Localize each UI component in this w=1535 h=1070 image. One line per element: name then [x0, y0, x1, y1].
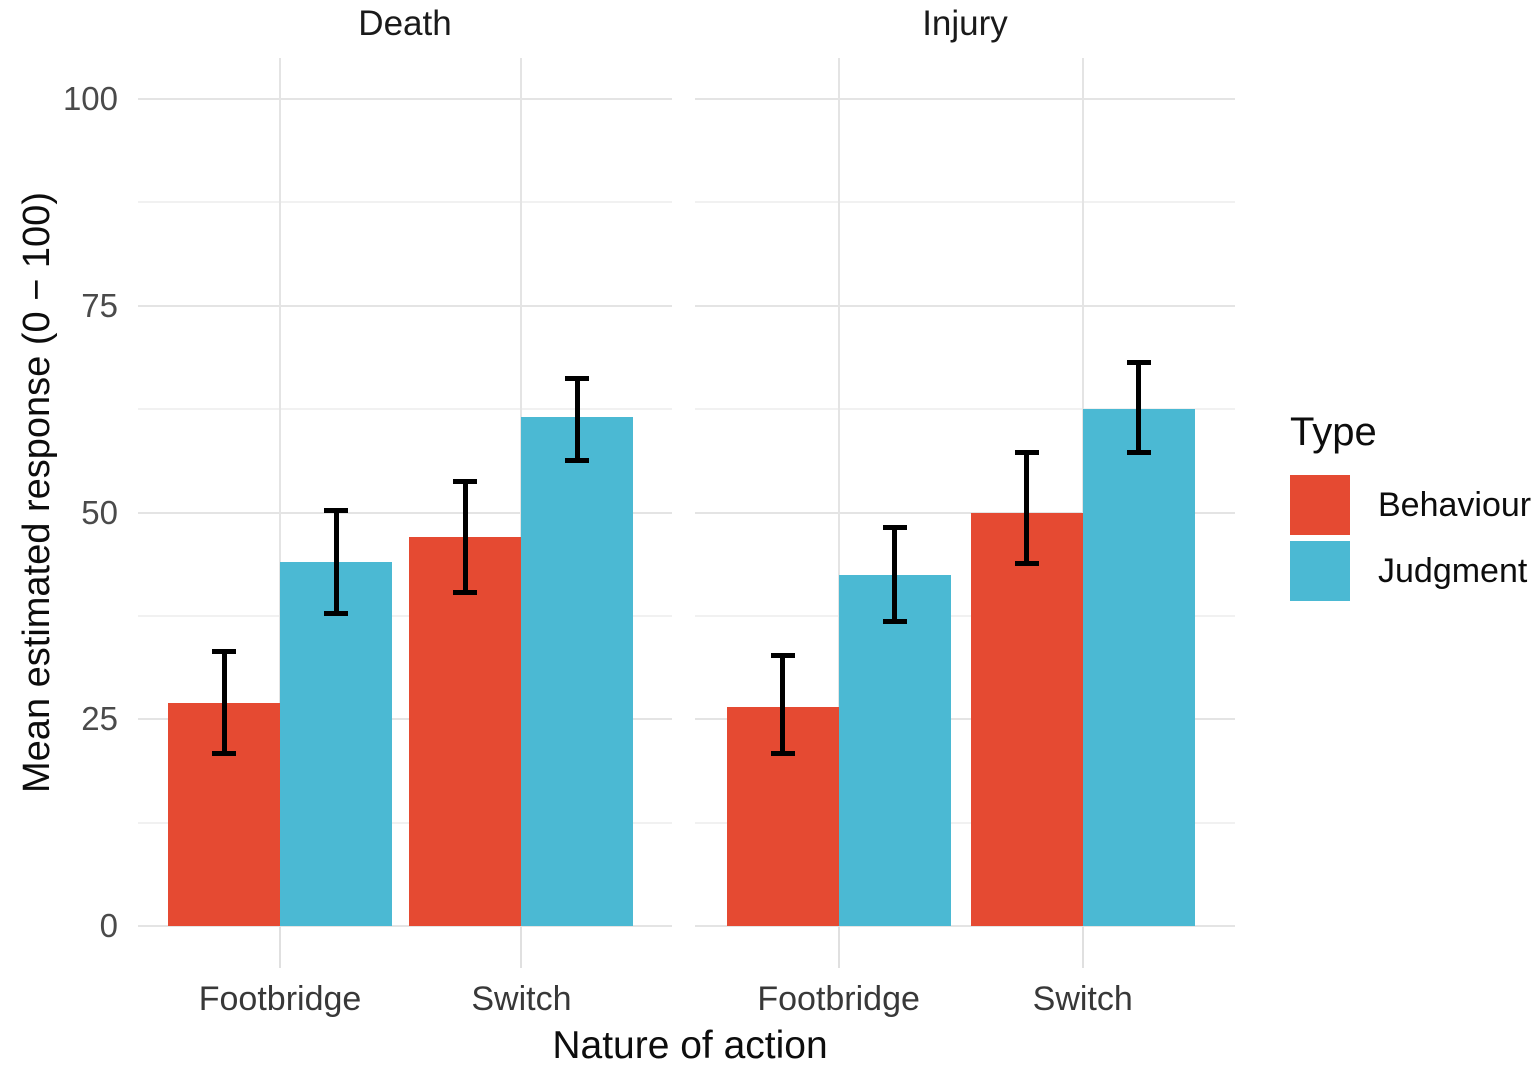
errorbar-death-footbridge-behaviour [212, 648, 237, 757]
gridline-major [138, 304, 672, 307]
bar-death-footbridge-judgment [280, 562, 393, 926]
y-tick-label-25: 25 [81, 700, 118, 738]
x-tick-injury-switch [1081, 926, 1084, 968]
x-category-label-death-footbridge: Footbridge [198, 980, 362, 1018]
y-tick-label-75: 75 [81, 286, 118, 324]
legend-entry-judgment: Judgment [1290, 541, 1531, 601]
x-category-label-death-switch: Switch [471, 980, 572, 1018]
errorbar-line [462, 479, 468, 596]
errorbar-line [892, 524, 898, 625]
x-category-label-injury-footbridge: Footbridge [757, 980, 920, 1018]
bar-death-switch-judgment [521, 417, 634, 926]
errorbar-death-footbridge-judgment [324, 508, 349, 616]
gridline-major [695, 98, 1235, 100]
errorbar-cap-bottom [565, 457, 590, 463]
errorbar-cap-top [565, 376, 590, 382]
errorbar-cap-bottom [453, 590, 478, 596]
gridline-minor [695, 408, 1235, 411]
errorbar-cap-top [453, 479, 478, 485]
errorbar-cap-bottom [1014, 561, 1039, 567]
errorbar-cap-top [1126, 359, 1151, 365]
x-tick-death-footbridge [279, 926, 282, 968]
bar-injury-footbridge-judgment [838, 574, 951, 926]
errorbar-cap-top [324, 508, 349, 514]
x-category-label-injury-switch: Switch [1032, 980, 1133, 1018]
gridline-vertical-footbridge [279, 58, 282, 926]
y-tick-label-100: 100 [62, 80, 118, 117]
errorbar-death-switch-behaviour [453, 479, 478, 596]
errorbar-injury-switch-judgment [1126, 359, 1151, 455]
panel-injury [695, 58, 1235, 927]
errorbar-cap-bottom [212, 751, 237, 757]
facet-title-death: Death [358, 4, 452, 43]
facet-title-injury: Injury [922, 4, 1008, 43]
y-axis-title-wrap: Mean estimated response (0 − 100) [0, 58, 74, 926]
bar-death-switch-behaviour [409, 537, 522, 926]
errorbar-cap-top [1014, 450, 1039, 456]
errorbar-line [333, 508, 339, 616]
errorbar-line [1024, 450, 1030, 567]
y-tick-label-0: 0 [99, 907, 118, 944]
errorbar-line [1136, 359, 1142, 455]
gridline-major [695, 718, 1235, 721]
gridline-minor [138, 821, 672, 824]
gridline-major [695, 925, 1235, 927]
legend-title: Type [1290, 410, 1377, 454]
bar-injury-switch-behaviour [970, 512, 1083, 926]
y-tick-label-50: 50 [81, 493, 118, 531]
errorbar-death-switch-judgment [565, 376, 590, 463]
gridline-minor [138, 614, 672, 617]
gridline-major [138, 718, 672, 721]
errorbar-cap-top [770, 653, 795, 659]
legend-entry-behaviour: Behaviour [1290, 475, 1531, 535]
legend: Type Behaviour Judgment [1290, 410, 1531, 607]
errorbar-injury-footbridge-judgment [882, 524, 907, 625]
gridline-major [138, 511, 672, 514]
gridline-major [695, 511, 1235, 514]
errorbar-cap-top [212, 648, 237, 654]
gridline-vertical-footbridge [837, 58, 840, 926]
errorbar-cap-bottom [882, 619, 907, 625]
errorbar-injury-footbridge-behaviour [770, 653, 795, 757]
errorbar-injury-switch-behaviour [1014, 450, 1039, 567]
gridline-minor [138, 201, 672, 204]
legend-swatch-behaviour [1290, 475, 1350, 535]
gridline-major [138, 925, 672, 927]
errorbar-cap-bottom [324, 610, 349, 616]
legend-entries: Behaviour Judgment [1290, 475, 1531, 601]
errorbar-line [221, 648, 227, 757]
errorbar-cap-bottom [770, 751, 795, 757]
x-tick-death-switch [520, 926, 523, 968]
gridline-minor [695, 614, 1235, 617]
errorbar-cap-top [882, 524, 907, 530]
legend-swatch-judgment [1290, 541, 1350, 601]
gridline-major [695, 304, 1235, 307]
panel-death [138, 58, 672, 927]
gridline-minor [695, 201, 1235, 204]
errorbar-cap-bottom [1126, 449, 1151, 455]
legend-label-judgment: Judgment [1378, 551, 1528, 590]
gridline-minor [138, 408, 672, 411]
x-tick-injury-footbridge [837, 926, 840, 968]
gridline-major [138, 98, 672, 100]
legend-label-behaviour: Behaviour [1378, 485, 1532, 524]
bar-injury-switch-judgment [1082, 409, 1195, 926]
errorbar-line [780, 653, 786, 757]
gridline-minor [695, 821, 1235, 824]
x-axis-title: Nature of action [552, 1024, 828, 1067]
errorbar-line [574, 376, 580, 463]
